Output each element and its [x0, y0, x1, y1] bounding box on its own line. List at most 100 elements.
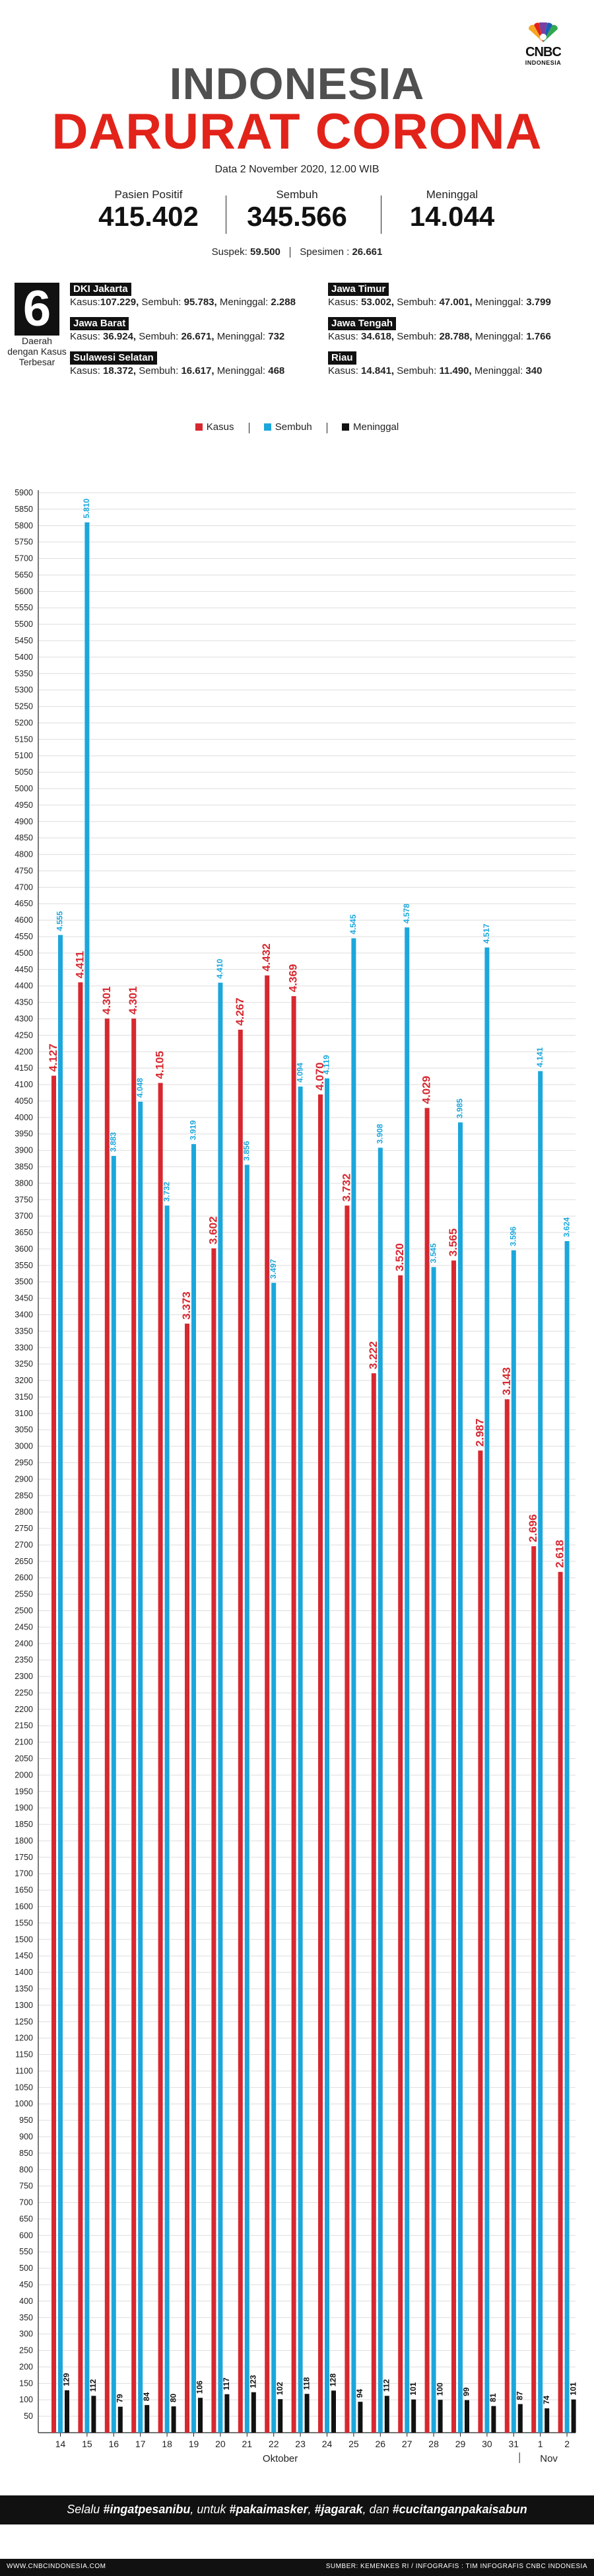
- region-name: Jawa Timur: [328, 283, 389, 296]
- bar-sembuh: [84, 522, 90, 2433]
- x-tick-label: 28: [428, 2439, 439, 2449]
- region-name: DKI Jakarta: [70, 283, 131, 296]
- bar-sembuh: [191, 1144, 196, 2433]
- legend-swatch: [263, 423, 271, 431]
- y-tick-label: 4700: [15, 882, 33, 892]
- bar-meninggal: [438, 2400, 443, 2433]
- y-tick-label: 5550: [15, 603, 33, 612]
- data-label-sembuh: 3.624: [562, 1217, 571, 1237]
- y-tick-label: 500: [19, 2264, 33, 2273]
- y-tick-label: 4300: [15, 1014, 33, 1023]
- bar-meninggal: [411, 2399, 416, 2433]
- data-label-sembuh: 4.048: [135, 1078, 145, 1098]
- bar-sembuh: [458, 1122, 463, 2433]
- y-tick-label: 2650: [15, 1557, 33, 1566]
- data-label-meninggal: 128: [329, 2373, 338, 2386]
- y-tick-label: 1350: [15, 1984, 33, 1993]
- y-tick-label: 3150: [15, 1392, 33, 1402]
- data-label-sembuh: 3.908: [375, 1124, 384, 1143]
- x-tick-label: 27: [402, 2439, 412, 2449]
- bar-sembuh: [351, 938, 356, 2433]
- region-detail: Kasus: 36.924, Sembuh: 26.671, Meninggal…: [70, 331, 285, 342]
- bar-kasus: [531, 1546, 537, 2433]
- y-tick-label: 3850: [15, 1162, 33, 1171]
- bar-sembuh: [244, 1164, 249, 2433]
- bar-sembuh: [484, 947, 490, 2433]
- y-tick-label: 5050: [15, 768, 33, 777]
- x-tick-label: 21: [242, 2439, 253, 2449]
- peacock-icon: [528, 22, 558, 42]
- y-tick-label: 4500: [15, 948, 33, 958]
- stat-meninggal: Meninggal 14.044: [366, 188, 538, 232]
- y-tick-label: 4450: [15, 965, 33, 974]
- bar-sembuh: [431, 1267, 436, 2433]
- title-line-2: DARURAT CORONA: [51, 104, 543, 160]
- y-tick-label: 1100: [15, 2066, 33, 2075]
- bar-sembuh: [164, 1205, 170, 2433]
- bar-meninggal: [65, 2390, 69, 2433]
- bar-kasus: [504, 1399, 510, 2433]
- data-label-sembuh: 3.919: [189, 1120, 198, 1140]
- data-label-kasus: 3.602: [207, 1216, 219, 1244]
- bar-meninggal: [171, 2406, 176, 2433]
- stat-positif-value: 415.402: [98, 201, 199, 232]
- data-label-kasus: 3.520: [393, 1243, 406, 1271]
- x-tick-label: 18: [162, 2439, 172, 2449]
- y-tick-label: 3650: [15, 1228, 33, 1237]
- data-label-kasus: 3.222: [367, 1342, 380, 1370]
- bar-kasus: [424, 1108, 430, 2433]
- data-label-meninggal: 100: [435, 2382, 444, 2396]
- y-tick-label: 4850: [15, 834, 33, 843]
- bar-meninggal: [117, 2406, 123, 2433]
- legend-meninggal: Meninggal: [342, 421, 399, 433]
- data-label-sembuh: 4.410: [215, 958, 224, 978]
- y-tick-label: 900: [19, 2132, 33, 2141]
- y-tick-label: 5850: [15, 505, 33, 514]
- logo-brand: CNBC: [525, 45, 562, 59]
- bar-sembuh: [111, 1156, 116, 2433]
- y-tick-label: 2900: [15, 1474, 33, 1484]
- bar-kasus: [265, 975, 270, 2433]
- stat-meninggal-label: Meninggal: [426, 188, 478, 201]
- data-label-meninggal: 123: [248, 2375, 257, 2388]
- y-tick-label: 3800: [15, 1178, 33, 1188]
- data-label-meninggal: 80: [168, 2394, 178, 2403]
- y-tick-label: 850: [19, 2149, 33, 2158]
- bar-kasus: [371, 1373, 376, 2433]
- region-count: 6: [15, 283, 59, 336]
- bar-sembuh: [538, 1071, 543, 2433]
- data-label-meninggal: 102: [275, 2382, 284, 2395]
- y-tick-label: 650: [19, 2214, 33, 2223]
- region-detail: Kasus: 18.372, Sembuh: 16.617, Meninggal…: [70, 365, 285, 376]
- data-label-kasus: 4.301: [100, 986, 113, 1015]
- legend-kasus: Kasus: [195, 421, 234, 433]
- y-tick-label: 450: [19, 2280, 33, 2289]
- legend-swatch: [195, 423, 203, 431]
- region-detail: Kasus: 34.618, Sembuh: 28.788, Meninggal…: [328, 331, 551, 342]
- region-detail: Kasus:107.229, Sembuh: 95.783, Meninggal…: [70, 297, 296, 308]
- title-line-1: INDONESIA: [169, 59, 425, 109]
- y-tick-label: 2250: [15, 1688, 33, 1698]
- y-tick-label: 3300: [15, 1343, 33, 1352]
- bar-kasus: [451, 1260, 456, 2433]
- y-tick-label: 5100: [15, 751, 33, 760]
- data-label-kasus: 3.732: [340, 1174, 352, 1202]
- y-tick-label: 4650: [15, 899, 33, 908]
- spesimen-value: 26.661: [352, 246, 383, 258]
- region-name: Sulawesi Selatan: [70, 351, 157, 365]
- spesimen-label: Spesimen :: [300, 246, 350, 258]
- bar-sembuh: [511, 1250, 516, 2433]
- data-label-meninggal: 94: [355, 2389, 364, 2398]
- month-label-oktober: Oktober: [263, 2453, 298, 2464]
- y-tick-label: 1600: [15, 1902, 33, 1912]
- y-tick-label: 5300: [15, 686, 33, 695]
- y-tick-label: 3900: [15, 1146, 33, 1155]
- stat-positif-label: Pasien Positif: [114, 188, 183, 201]
- bar-kasus: [318, 1094, 323, 2433]
- y-tick-label: 3750: [15, 1195, 33, 1204]
- bar-sembuh: [564, 1240, 570, 2433]
- region-detail: Kasus: 53.002, Sembuh: 47.001, Meninggal…: [328, 297, 551, 308]
- y-tick-label: 3600: [15, 1244, 33, 1254]
- bar-sembuh: [325, 1078, 329, 2433]
- y-tick-label: 3400: [15, 1310, 33, 1319]
